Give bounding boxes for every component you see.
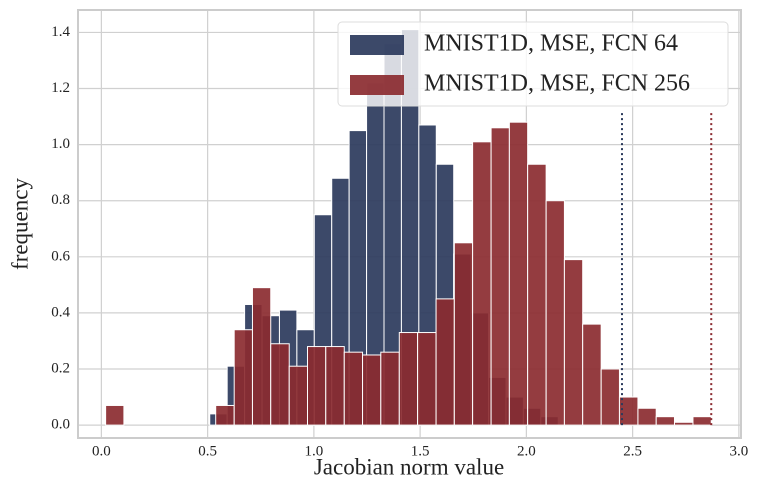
legend-swatch [350, 75, 404, 95]
histogram-bar [362, 354, 382, 426]
y-tick-label: 0.6 [51, 248, 70, 264]
y-tick-label: 1.0 [51, 136, 70, 152]
histogram-bar [545, 200, 565, 426]
histogram-bar [453, 242, 474, 426]
y-tick-label: 0.0 [51, 417, 70, 433]
histogram-bar [527, 163, 547, 426]
histogram-bar [673, 421, 694, 426]
x-tick-label: 2.0 [517, 443, 536, 459]
histogram-bar [288, 365, 309, 426]
y-tick-label: 0.4 [51, 304, 70, 320]
histogram-bar [270, 343, 290, 426]
x-tick-label: 2.5 [623, 443, 642, 459]
x-axis-label: Jacobian norm value [314, 454, 504, 479]
x-tick-label: 3.0 [730, 443, 749, 459]
histogram-bar [398, 332, 419, 426]
legend-box [337, 21, 729, 107]
x-tick-label: 0.5 [198, 443, 217, 459]
y-tick-label: 0.8 [51, 192, 70, 208]
x-tick-label: 1.0 [305, 443, 324, 459]
histogram-bar [435, 298, 455, 426]
histogram-bar [307, 346, 327, 426]
y-axis-label: frequency [7, 178, 32, 270]
legend: MNIST1D, MSE, FCN 64 MNIST1D, MSE, FCN 25… [337, 21, 729, 107]
histogram-bar [637, 407, 657, 426]
histogram-bar [417, 332, 437, 426]
histogram-bar [692, 416, 712, 426]
histogram-bar [600, 368, 620, 426]
histogram-bar [508, 121, 529, 426]
y-tick-label: 1.4 [51, 24, 70, 40]
histogram-bar [380, 351, 400, 426]
histogram-bar [343, 351, 364, 426]
x-tick-label: 1.5 [411, 443, 430, 459]
histogram-bar [618, 396, 639, 426]
histogram-bar [215, 404, 235, 426]
histogram-bar [472, 141, 492, 426]
histogram-bar [563, 259, 584, 426]
histogram-bar [105, 404, 125, 426]
legend-label: MNIST1D, MSE, FCN 256 [424, 71, 690, 97]
histogram-bar [251, 287, 272, 426]
y-tick-label: 1.2 [51, 80, 70, 96]
histogram-bar [233, 329, 253, 426]
legend-label: MNIST1D, MSE, FCN 64 [424, 31, 678, 57]
plot-frame [77, 9, 742, 439]
histogram-bar [582, 323, 602, 426]
legend-swatch [350, 35, 404, 55]
x-tick-label: 0.0 [92, 443, 111, 459]
histogram-bar [490, 127, 510, 426]
histogram-bar [325, 346, 345, 426]
histogram-bar [655, 416, 675, 426]
y-tick-label: 0.2 [51, 360, 70, 376]
